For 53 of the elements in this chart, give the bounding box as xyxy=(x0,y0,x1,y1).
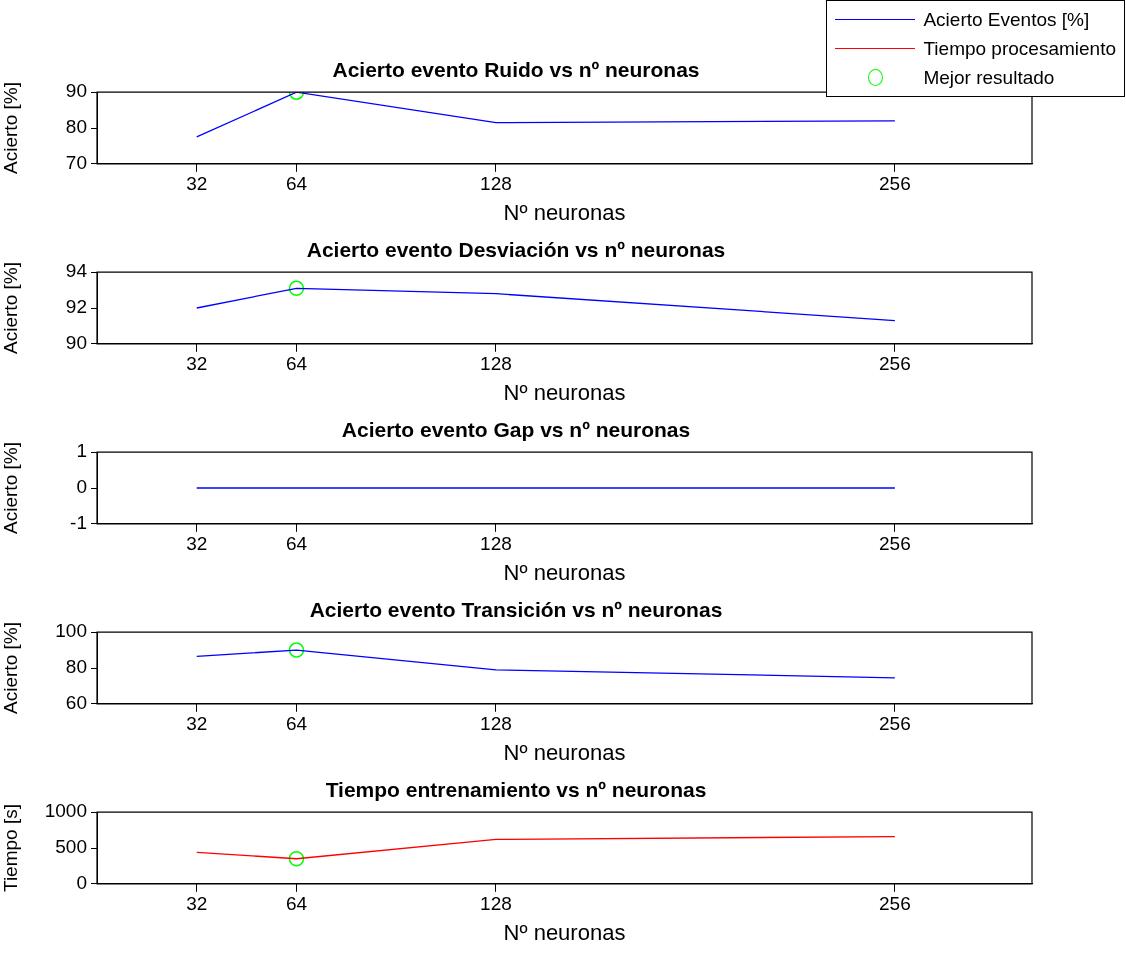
chart-title: Acierto evento Ruido vs nº neuronas xyxy=(332,58,700,82)
x-tick-label: 64 xyxy=(285,353,308,375)
y-tick-label: -1 xyxy=(70,512,87,534)
x-tick-label: 64 xyxy=(285,173,308,195)
y-tick-label: 500 xyxy=(55,836,87,858)
y-tick-label: 80 xyxy=(65,116,87,138)
y-tick-label: 100 xyxy=(55,620,87,642)
x-tick-label: 64 xyxy=(285,533,308,555)
legend-label: Acierto Eventos [%] xyxy=(923,8,1090,31)
y-tick-label: 60 xyxy=(65,692,87,714)
x-axis-title: Nº neuronas xyxy=(503,919,626,945)
x-axis-title: Nº neuronas xyxy=(503,199,626,225)
x-tick-label: 128 xyxy=(480,713,512,735)
chart-title: Tiempo entrenamiento vs nº neuronas xyxy=(325,778,707,802)
y-tick-label: 80 xyxy=(65,656,87,678)
y-tick-label: 90 xyxy=(65,80,87,102)
x-tick-label: 128 xyxy=(480,173,512,195)
chart-title: Acierto evento Transición vs nº neuronas xyxy=(309,598,723,622)
y-tick-label: 92 xyxy=(65,296,87,318)
y-axis-title: Acierto [%] xyxy=(0,82,21,174)
x-tick-label: 256 xyxy=(879,713,911,735)
chart-title: Acierto evento Desviación vs nº neuronas xyxy=(306,238,726,262)
text: Tiempo procesamiento xyxy=(923,37,1116,59)
x-tick-label: 256 xyxy=(879,353,911,375)
y-tick-label: 1000 xyxy=(44,800,87,822)
y-tick-label: 90 xyxy=(65,332,87,354)
x-tick-label: 128 xyxy=(480,353,512,375)
x-tick-label: 64 xyxy=(285,893,308,915)
y-tick-label: 0 xyxy=(76,476,87,498)
x-axis-title: Nº neuronas xyxy=(503,739,626,765)
x-axis-title: Nº neuronas xyxy=(503,379,626,405)
y-axis-title: Acierto [%] xyxy=(0,622,21,714)
x-tick-label: 32 xyxy=(186,173,208,195)
chart-title: Acierto evento Gap vs nº neuronas xyxy=(341,418,691,442)
x-tick-label: 32 xyxy=(186,533,208,555)
x-tick-label: 256 xyxy=(879,893,911,915)
y-axis-title: Tiempo [s] xyxy=(0,804,21,892)
x-tick-label: 64 xyxy=(285,713,308,735)
x-tick-label: 32 xyxy=(186,713,208,735)
x-tick-label: 32 xyxy=(186,353,208,375)
y-tick-label: 94 xyxy=(65,260,88,282)
x-tick-label: 128 xyxy=(480,893,512,915)
y-tick-label: 70 xyxy=(65,152,87,174)
x-axis-title: Nº neuronas xyxy=(503,559,626,585)
x-tick-label: 32 xyxy=(186,893,208,915)
x-tick-label: 128 xyxy=(480,533,512,555)
y-tick-label: 0 xyxy=(76,872,87,894)
y-tick-label: 1 xyxy=(76,440,87,462)
y-axis-title: Acierto [%] xyxy=(0,442,21,534)
y-axis-title: Acierto [%] xyxy=(0,262,21,354)
x-tick-label: 256 xyxy=(879,173,911,195)
x-tick-label: 256 xyxy=(879,533,911,555)
legend-label: Mejor resultado xyxy=(923,66,1055,89)
